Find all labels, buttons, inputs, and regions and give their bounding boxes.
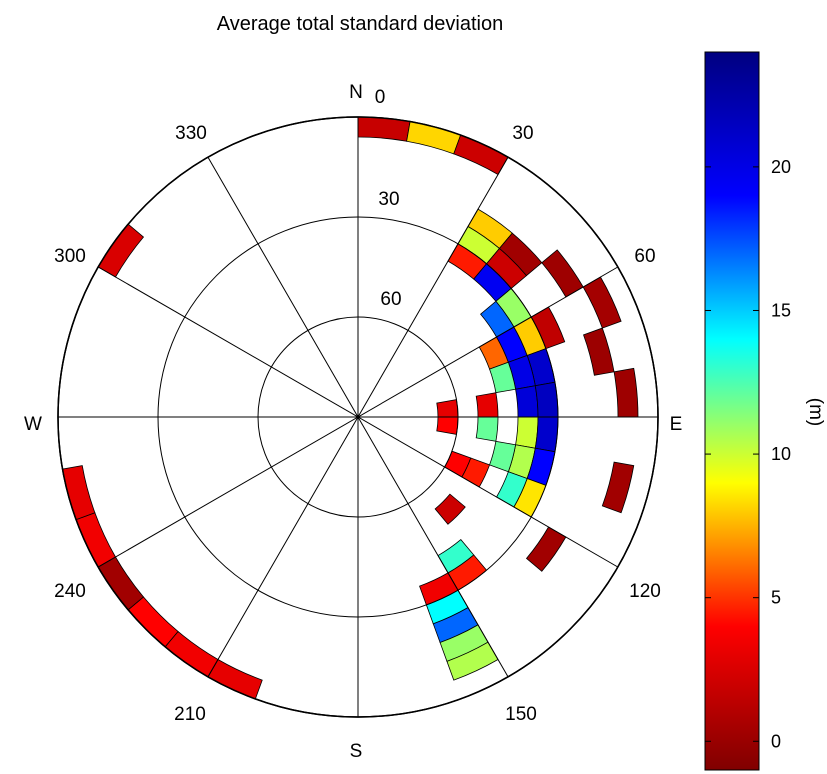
colorbar-tick-label-10: 10 bbox=[771, 444, 791, 464]
heatmap-cell-29 bbox=[436, 416, 459, 435]
grid-spoke-150 bbox=[207, 156, 509, 678]
heatmap-cell-20 bbox=[583, 327, 615, 376]
heatmap-cell-33 bbox=[601, 461, 635, 514]
heatmap-cell-23 bbox=[475, 392, 499, 418]
colorbar: 0 5 10 15 20 (m) bbox=[704, 51, 826, 771]
heatmap-cell-8 bbox=[498, 232, 543, 277]
angle-tick-150: 150 bbox=[505, 704, 537, 725]
angle-tick-30: 30 bbox=[512, 123, 533, 144]
radial-tick-60: 60 bbox=[380, 289, 401, 310]
heatmap-cells bbox=[62, 116, 639, 700]
heatmap-cell-45 bbox=[446, 641, 499, 681]
heatmap-cell-22 bbox=[534, 381, 559, 418]
polar-plot-area: 0 30 60 120 150 210 240 300 330 N E S W 30 60 bbox=[24, 82, 682, 762]
chart-title: Average total standard deviation bbox=[217, 13, 504, 35]
heatmap-cell-26 bbox=[515, 416, 539, 449]
heatmap-cell-27 bbox=[475, 416, 499, 442]
heatmap-cell-39 bbox=[434, 493, 466, 525]
angle-tick-240: 240 bbox=[54, 581, 86, 602]
heatmap-cell-25 bbox=[613, 367, 639, 418]
colorbar-ticks: 0 5 10 15 20 bbox=[705, 157, 791, 751]
cardinal-w: W bbox=[24, 414, 42, 435]
heatmap-cell-21 bbox=[515, 385, 539, 418]
angle-tick-210: 210 bbox=[174, 704, 206, 725]
colorbar-gradient bbox=[704, 51, 760, 771]
colorbar-tick-label-15: 15 bbox=[771, 300, 791, 320]
colorbar-tick-label-20: 20 bbox=[771, 157, 791, 177]
heatmap-cell-24 bbox=[436, 399, 459, 418]
polar-grid bbox=[57, 116, 659, 718]
polar-labels: 0 30 60 120 150 210 240 300 330 N E S W 30 60 bbox=[24, 82, 682, 762]
outer-ring bbox=[57, 116, 659, 718]
cardinal-e: E bbox=[670, 414, 683, 435]
angle-tick-330: 330 bbox=[175, 123, 207, 144]
colorbar-label: (m) bbox=[805, 398, 826, 426]
angle-tick-0: 0 bbox=[375, 87, 386, 108]
heatmap-cell-28 bbox=[534, 416, 559, 453]
angle-tick-300: 300 bbox=[54, 246, 86, 267]
angle-tick-120: 120 bbox=[629, 581, 661, 602]
colorbar-tick-label-0: 0 bbox=[771, 731, 781, 751]
cardinal-n: N bbox=[349, 82, 363, 103]
heatmap-cell-38 bbox=[525, 526, 567, 572]
cardinal-s: S bbox=[350, 741, 363, 762]
radial-tick-30: 30 bbox=[378, 189, 399, 210]
colorbar-tick-label-5: 5 bbox=[771, 588, 781, 608]
angle-tick-60: 60 bbox=[634, 246, 655, 267]
